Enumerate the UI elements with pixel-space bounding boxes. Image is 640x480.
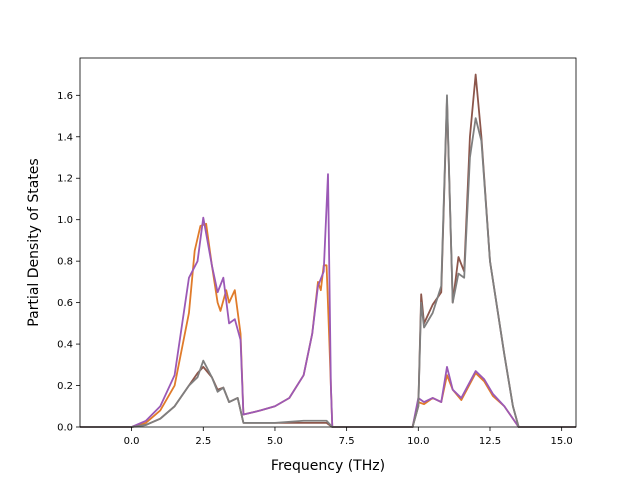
series-line-2: [80, 173, 576, 428]
x-tick-label: 7.5: [339, 436, 355, 447]
y-tick-label: 1.6: [57, 91, 73, 102]
x-tick-label: 2.5: [195, 436, 211, 447]
y-tick-label: 0.0: [57, 423, 73, 434]
y-tick-label: 0.2: [57, 381, 73, 392]
y-tick-label: 1.0: [57, 215, 73, 226]
x-tick-label: 10.0: [407, 436, 429, 447]
x-axis-label: Frequency (THz): [271, 458, 385, 474]
x-tick-label: 5.0: [267, 436, 283, 447]
y-tick-label: 0.4: [57, 340, 73, 351]
ticks-layer: 0.0 2.5 5.0 7.5 10.0 12.5 15.0 0.0 0.2 0.4 0.6 0.8 1…: [57, 91, 573, 447]
plot-frame: [79, 57, 577, 428]
y-tick-label: 0.6: [57, 298, 73, 309]
x-tick-label: 0.0: [124, 436, 140, 447]
y-axis-label: Partial Density of States: [26, 158, 42, 326]
x-tick-label: 12.5: [479, 436, 501, 447]
y-tick-label: 1.4: [57, 132, 73, 143]
y-tick-label: 1.2: [57, 174, 73, 185]
x-tick-label: 15.0: [551, 436, 573, 447]
y-tick-label: 0.8: [57, 257, 73, 268]
